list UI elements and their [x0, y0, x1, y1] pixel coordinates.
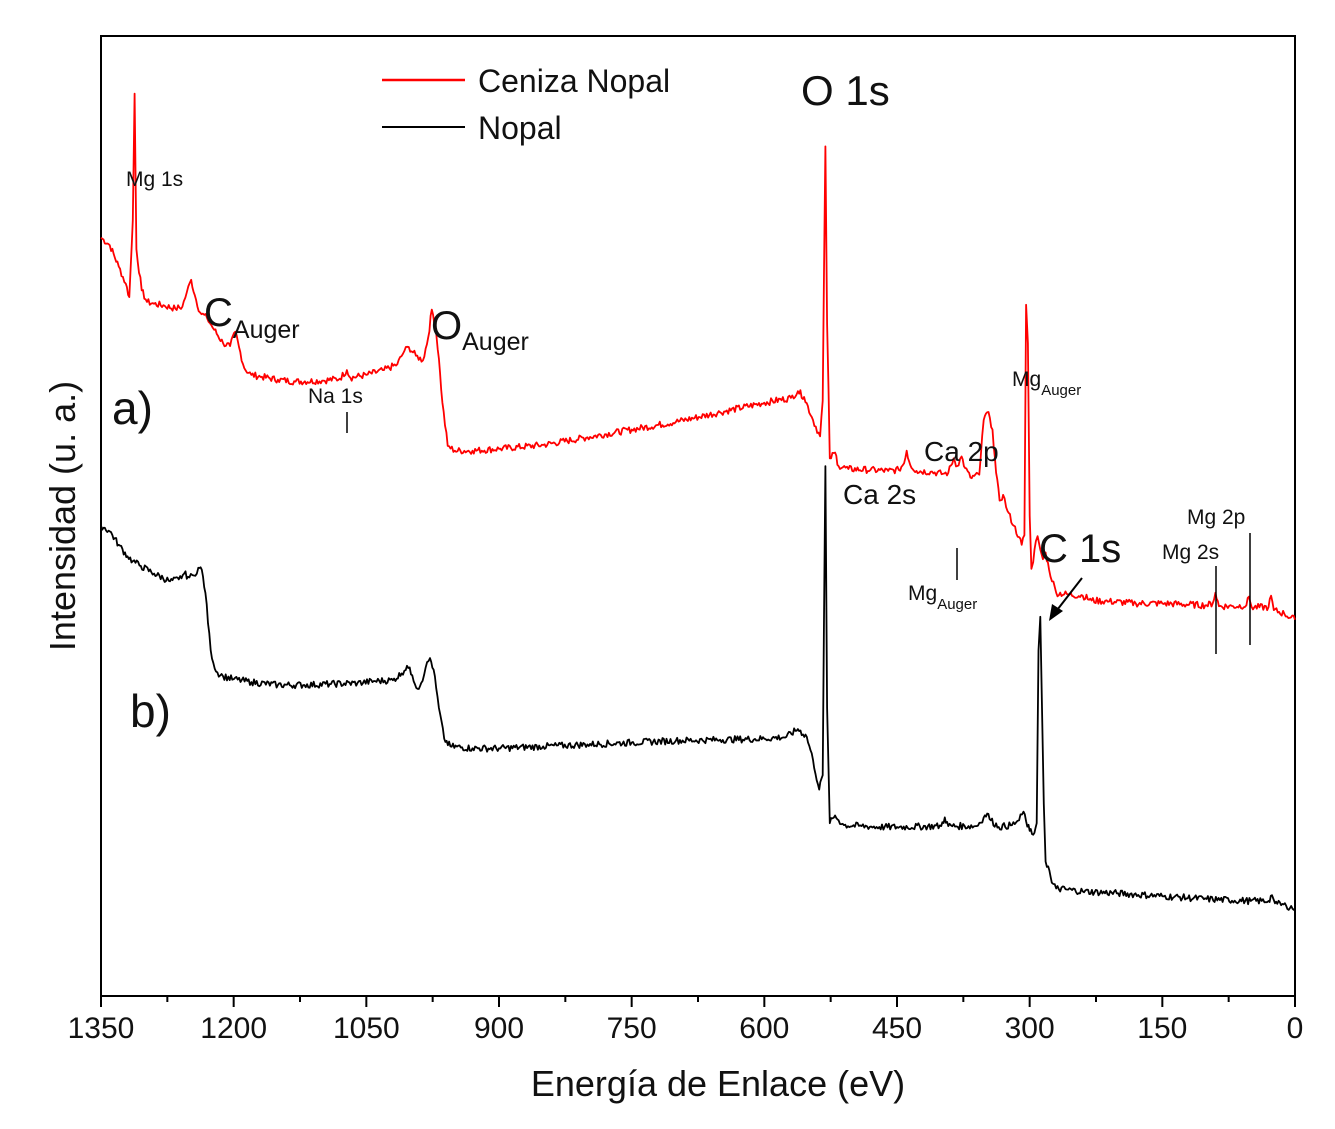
annotation-c-auger-sub: Auger	[233, 316, 300, 344]
series-line-ceniza-nopal	[100, 92, 1296, 620]
series-line-nopal	[100, 465, 1296, 911]
x-tick-label-1200: 1200	[200, 1012, 267, 1045]
annotation-o-auger-sub: Auger	[462, 328, 529, 356]
annotation-mg-auger-2-main: Mg	[908, 582, 937, 605]
y-axis-title: Intensidad (u. a.)	[42, 381, 83, 651]
annotation-mg-auger-2-sub: Auger	[937, 596, 977, 613]
legend-label-nopal: Nopal	[478, 110, 562, 146]
annotation-mg2p: Mg 2p	[1187, 506, 1245, 529]
legend: Ceniza Nopal Nopal	[382, 63, 670, 146]
x-axis-tick-labels: 1350 1200 1050 900 750 600 450 300 150 0	[68, 1012, 1304, 1045]
annotation-na1s: Na 1s	[308, 385, 363, 408]
c1s-arrow	[1053, 577, 1083, 615]
x-tick-label-900: 900	[474, 1012, 524, 1045]
x-tick-label-450: 450	[872, 1012, 922, 1045]
annotation-mg-auger-1-sub: Auger	[1041, 382, 1081, 399]
annotation-c-auger-main: C	[204, 291, 233, 335]
annotation-mg-auger-2: MgAuger	[908, 582, 977, 613]
x-axis-ticks	[100, 996, 1296, 1007]
annotation-ca2p: Ca 2p	[924, 436, 999, 467]
legend-label-ceniza-nopal: Ceniza Nopal	[478, 63, 670, 99]
series-layer	[100, 92, 1296, 911]
x-tick-label-1350: 1350	[68, 1012, 135, 1045]
panel-label-a: a)	[112, 382, 153, 434]
annotation-o1s: O 1s	[801, 67, 890, 114]
annotation-o-auger: OAuger	[431, 304, 529, 356]
peak-annotations: O 1s Mg 1s CAuger OAuger Na 1s MgAuger C…	[126, 67, 1245, 613]
annotation-c1s: C 1s	[1039, 527, 1121, 571]
x-tick-label-0: 0	[1287, 1012, 1304, 1045]
panel-label-b: b)	[130, 685, 171, 737]
x-axis-title: Energía de Enlace (eV)	[531, 1063, 905, 1104]
x-tick-label-300: 300	[1005, 1012, 1055, 1045]
x-tick-label-600: 600	[739, 1012, 789, 1045]
x-tick-label-1050: 1050	[333, 1012, 400, 1045]
plot-frame	[100, 35, 1296, 997]
x-tick-label-150: 150	[1137, 1012, 1187, 1045]
annotation-o-auger-main: O	[431, 304, 462, 348]
annotation-leaders	[346, 412, 1251, 654]
annotation-mg-auger-1-main: Mg	[1012, 368, 1041, 391]
annotation-c-auger: CAuger	[204, 291, 300, 344]
annotation-mg-auger-1: MgAuger	[1012, 368, 1081, 399]
annotation-mg2s: Mg 2s	[1162, 541, 1219, 564]
annotation-mg1s: Mg 1s	[126, 168, 183, 191]
x-tick-label-750: 750	[607, 1012, 657, 1045]
annotation-ca2s: Ca 2s	[843, 479, 916, 510]
c1s-arrow-head	[1049, 604, 1063, 621]
